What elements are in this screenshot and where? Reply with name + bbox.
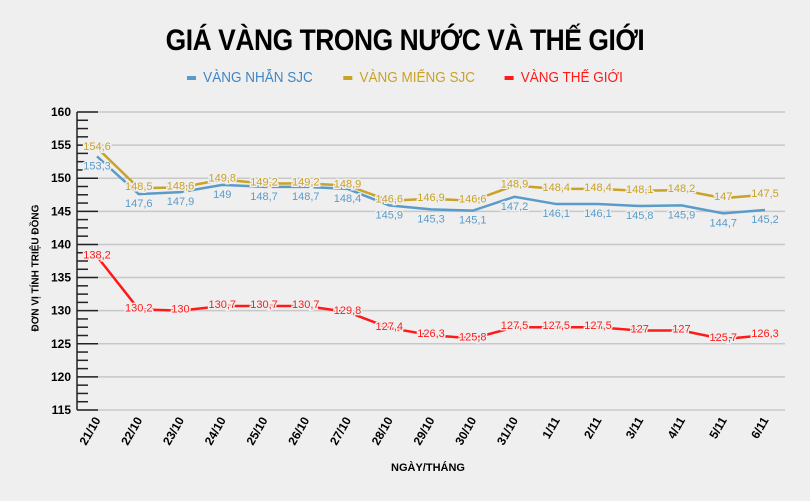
x-tick-label: 6/11 [748,414,772,441]
data-label: 147,6 [125,198,153,210]
data-label: 145,8 [626,210,654,222]
data-label: 148,5 [125,181,153,193]
data-label: 146,6 [375,194,403,206]
data-label: 130,2 [125,302,153,314]
series-line [96,146,766,202]
data-label: 146,9 [417,192,445,204]
data-label: 127,5 [501,320,529,332]
data-label: 130,7 [208,299,236,311]
series-line [96,155,766,215]
data-label: 145,2 [751,214,779,226]
data-label: 127,5 [542,320,570,332]
data-label: 147,9 [167,196,195,208]
series-line [96,255,766,341]
y-tick-label: 150 [51,171,71,185]
data-label: 147,2 [501,201,529,213]
legend-label: VÀNG MIẾNG SJC [359,69,475,86]
data-label: 127,4 [375,321,403,333]
data-label: 145,9 [375,209,403,221]
y-tick-label: 120 [51,370,71,384]
data-label: 148,9 [501,179,529,191]
data-label: 154,6 [83,141,111,153]
data-label: 146,6 [459,194,487,206]
x-tick-label: 22/10 [118,414,145,447]
x-tick-label: 2/11 [581,414,605,441]
x-tick-label: 4/11 [665,414,689,441]
legend: VÀNG NHẪN SJC VÀNG MIẾNG SJC VÀNG THẾ GI… [0,69,810,86]
x-axis-label: NGÀY/THÁNG [391,462,465,474]
data-label: 149 [213,189,231,201]
data-label: 126,3 [751,328,779,340]
x-tick-label: 1/11 [539,414,563,441]
data-label: 147,5 [751,188,779,200]
x-tick-label: 30/10 [452,414,479,447]
legend-label: VÀNG NHẪN SJC [203,69,313,86]
data-label: 127,5 [584,320,612,332]
data-label: 138,2 [83,249,111,261]
data-label: 126,3 [417,328,445,340]
x-tick-label: 26/10 [285,414,312,447]
data-label: 148,2 [668,183,696,195]
data-label: 147 [714,191,732,203]
data-label: 148,9 [334,179,362,191]
data-label: 153,3 [83,160,111,172]
data-label: 146,1 [542,208,570,220]
data-label: 148,7 [292,191,320,203]
x-tick-label: 5/11 [706,414,730,441]
data-label: 145,9 [668,209,696,221]
x-tick-label: 31/10 [494,414,521,447]
y-tick-label: 130 [51,304,71,318]
data-label: 125,8 [459,331,487,343]
x-tick-label: 27/10 [327,414,354,447]
x-tick-label: 23/10 [160,414,187,447]
y-tick-label: 155 [51,138,71,152]
y-tick-label: 160 [51,105,71,119]
y-axis-label: ĐƠN VỊ TÍNH TRIỆU ĐỒNG [30,204,42,332]
data-label: 149,2 [292,177,320,189]
legend-item-vang-mieng: VÀNG MIẾNG SJC [343,69,475,86]
data-label: 127 [672,324,690,336]
data-label: 144,7 [709,217,737,229]
data-label: 145,3 [417,213,445,225]
data-label: 127 [631,324,649,336]
x-tick-label: 24/10 [202,414,229,447]
chart-title: GIÁ VÀNG TRONG NƯỚC VÀ THẾ GIỚI [165,24,645,57]
y-tick-label: 140 [51,237,71,251]
data-label: 146,1 [584,208,612,220]
y-tick-label: 125 [51,337,71,351]
data-label: 148,1 [626,184,654,196]
legend-item-vang-the-gioi: VÀNG THẾ GIỚI [504,69,624,86]
x-tick-label: 25/10 [243,414,270,447]
data-label: 129,8 [334,305,362,317]
data-label: 125,7 [709,332,737,344]
legend-item-vang-nhan: VÀNG NHẪN SJC [187,69,313,86]
legend-swatch-icon [343,75,353,80]
data-label: 148,6 [167,180,195,192]
x-tick-label: 21/10 [76,414,103,447]
data-label: 148,4 [542,182,570,194]
data-label: 148,4 [334,193,362,205]
data-label: 145,1 [459,215,487,227]
data-label: 149,8 [208,173,236,185]
y-tick-label: 145 [51,204,71,218]
y-tick-label: 115 [52,403,72,417]
legend-label: VÀNG THẾ GIỚI [521,69,624,86]
x-tick-label: 3/11 [623,414,647,441]
x-tick-label: 28/10 [369,414,396,447]
x-tick-label: 29/10 [410,414,437,447]
data-label: 130,7 [292,299,320,311]
data-label: 148,7 [250,191,278,203]
data-label: 148,4 [584,182,612,194]
legend-swatch-icon [187,75,197,80]
data-label: 149,2 [250,177,278,189]
data-label: 130 [171,304,189,316]
legend-swatch-icon [504,75,514,80]
data-label: 130,7 [250,299,278,311]
y-tick-label: 135 [51,271,71,285]
